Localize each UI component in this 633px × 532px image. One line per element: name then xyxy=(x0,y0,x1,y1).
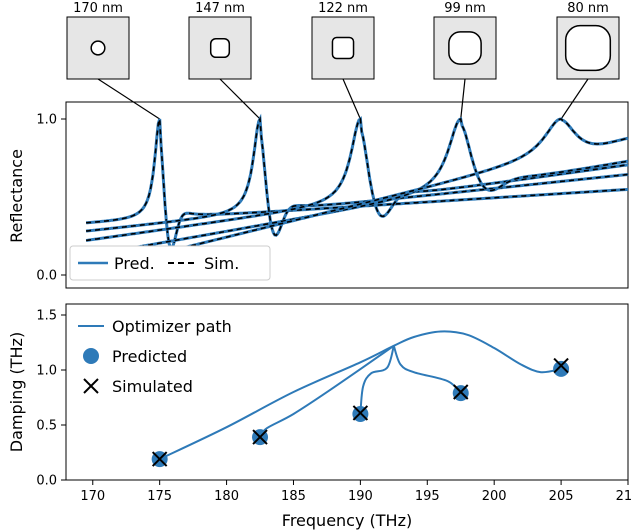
legend-path-text: Optimizer path xyxy=(112,317,232,336)
damping-x-tick-label: 170 xyxy=(80,489,105,504)
damping-legend: Optimizer path Predicted Simulated xyxy=(78,317,232,396)
reflectance-sim-series xyxy=(85,116,629,237)
reflectance-axes-frame xyxy=(65,101,629,289)
legend-simulated-text: Simulated xyxy=(112,377,193,396)
damping-x-tick-label: 175 xyxy=(147,489,172,504)
reflectance-y-label: Reflectance xyxy=(7,149,26,243)
inset-connector xyxy=(342,78,361,120)
damping-axes-frame xyxy=(65,303,629,481)
reflectance-sim-series xyxy=(85,117,629,257)
inset-connector xyxy=(560,78,589,120)
damping-panel: 170 175 180 185 190 195 200 205 210 0.0 0.5 1.0 1.5… xyxy=(7,303,633,530)
damping-points xyxy=(151,357,570,468)
predicted-point xyxy=(553,360,570,377)
reflectance-y-tick-label: 1.0 xyxy=(36,113,57,128)
optimizer-path-branch_182 xyxy=(259,344,395,438)
inset-label: 122 nm xyxy=(318,1,368,16)
inset-label: 147 nm xyxy=(195,1,245,16)
simulated-point xyxy=(553,357,569,374)
damping-y-ticks: 0.0 0.5 1.0 1.5 xyxy=(36,309,66,489)
inset-label: 170 nm xyxy=(73,1,123,16)
reflectance-sim-series xyxy=(86,118,629,250)
damping-x-tick-label: 210 xyxy=(616,489,633,504)
damping-y-tick-label: 1.5 xyxy=(36,309,57,324)
inset-label: 99 nm xyxy=(444,1,486,16)
inset-connector xyxy=(219,78,261,120)
damping-x-tick-label: 180 xyxy=(214,489,239,504)
reflectance-y-ticks: 0.0 1.0 xyxy=(36,113,66,284)
damping-x-tick-label: 190 xyxy=(348,489,373,504)
legend-predicted-marker xyxy=(83,348,99,364)
legend-pred-text: Pred. xyxy=(114,254,155,273)
insets-group: 170 nm 147 nm 122 nm 99 nm 80 nm xyxy=(66,1,620,80)
inset-shape xyxy=(564,24,612,72)
legend-predicted-text: Predicted xyxy=(112,347,187,366)
damping-y-tick-label: 1.0 xyxy=(36,364,57,379)
inset-connector xyxy=(460,78,466,120)
optimizer-path-branch_197 xyxy=(392,345,462,394)
reflectance-panel: 0.0 1.0 Reflectance Pred. Sim. xyxy=(7,101,629,289)
damping-x-tick-label: 200 xyxy=(482,489,507,504)
optimizer-path-main xyxy=(159,330,562,461)
optimizer-path xyxy=(159,330,562,461)
damping-x-tick-label: 195 xyxy=(415,489,440,504)
optimizer-path-branch_190 xyxy=(359,345,395,415)
damping-x-tick-label: 205 xyxy=(549,489,574,504)
reflectance-legend: Pred. Sim. xyxy=(69,245,271,281)
inset-shape xyxy=(209,37,231,59)
damping-x-tick-label: 185 xyxy=(281,489,306,504)
simulated-point xyxy=(352,405,369,421)
damping-y-tick-label: 0.0 xyxy=(36,474,57,489)
inset-label: 80 nm xyxy=(567,1,609,16)
simulated-point xyxy=(151,451,168,467)
simulated-point xyxy=(252,429,268,445)
reflectance-sim-series xyxy=(85,117,629,242)
damping-y-tick-label: 0.5 xyxy=(36,419,57,434)
reflectance-y-tick-label: 0.0 xyxy=(36,269,57,284)
damping-x-ticks: 170 175 180 185 190 195 200 205 210 xyxy=(80,480,633,504)
damping-x-label: Frequency (THz) xyxy=(282,511,412,530)
inset-shape xyxy=(331,36,355,60)
inset-connector xyxy=(97,78,160,120)
inset-shape xyxy=(90,40,106,56)
inset-shape xyxy=(448,31,482,65)
legend-sim-text: Sim. xyxy=(204,254,239,273)
damping-y-label: Damping (THz) xyxy=(7,332,26,452)
legend-simulated-marker xyxy=(83,378,99,394)
simulated-point xyxy=(453,384,469,400)
connector-lines xyxy=(97,78,589,120)
